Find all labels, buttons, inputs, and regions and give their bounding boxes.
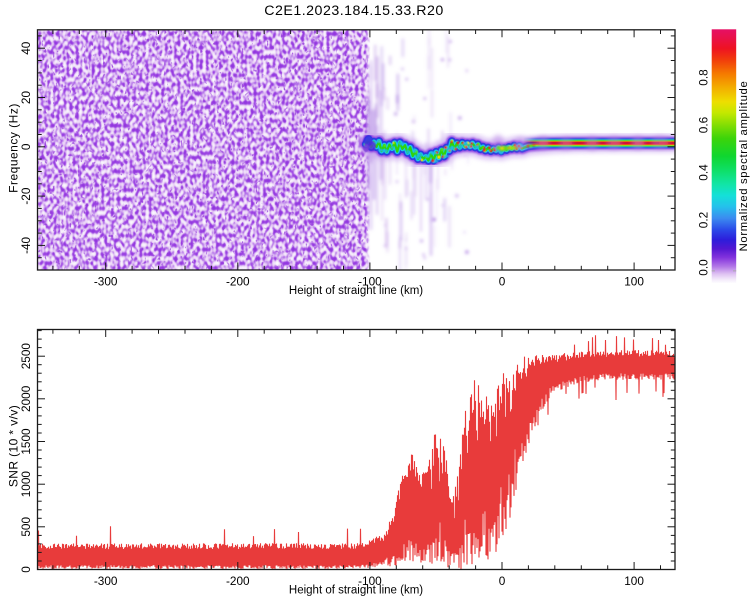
svg-text:100: 100: [624, 574, 644, 588]
svg-text:40: 40: [19, 41, 33, 55]
svg-text:-100: -100: [358, 275, 382, 289]
svg-text:500: 500: [19, 517, 33, 537]
svg-text:0.2: 0.2: [697, 212, 711, 228]
svg-text:0: 0: [19, 566, 33, 573]
svg-text:0.6: 0.6: [697, 116, 711, 133]
svg-text:-40: -40: [19, 236, 33, 253]
svg-text:Height of straight line (km): Height of straight line (km): [289, 585, 423, 597]
svg-text:0.4: 0.4: [697, 164, 711, 181]
svg-text:-300: -300: [94, 275, 118, 289]
svg-text:1500: 1500: [19, 428, 33, 455]
svg-text:-200: -200: [226, 574, 250, 588]
svg-text:2000: 2000: [19, 385, 33, 412]
svg-text:100: 100: [624, 275, 644, 289]
svg-text:-300: -300: [94, 574, 118, 588]
svg-text:0.8: 0.8: [697, 69, 711, 86]
svg-text:20: 20: [19, 91, 33, 105]
svg-text:Normalized spectral amplitude: Normalized spectral amplitude: [738, 81, 750, 252]
svg-text:0: 0: [499, 574, 506, 588]
svg-text:Frequency (Hz): Frequency (Hz): [7, 103, 21, 193]
svg-text:1000: 1000: [19, 471, 33, 498]
svg-text:-20: -20: [19, 187, 33, 204]
svg-text:-100: -100: [358, 574, 382, 588]
svg-text:0.0: 0.0: [697, 259, 711, 276]
svg-text:2500: 2500: [19, 343, 33, 370]
svg-text:-200: -200: [226, 275, 250, 289]
svg-text:SNR (10 * v/v): SNR (10 * v/v): [7, 405, 21, 487]
svg-text:0: 0: [499, 275, 506, 289]
svg-text:C2E1.2023.184.15.33.R20: C2E1.2023.184.15.33.R20: [264, 3, 444, 19]
svg-text:Height of straight line (km): Height of straight line (km): [289, 285, 423, 297]
svg-text:0: 0: [19, 143, 33, 150]
